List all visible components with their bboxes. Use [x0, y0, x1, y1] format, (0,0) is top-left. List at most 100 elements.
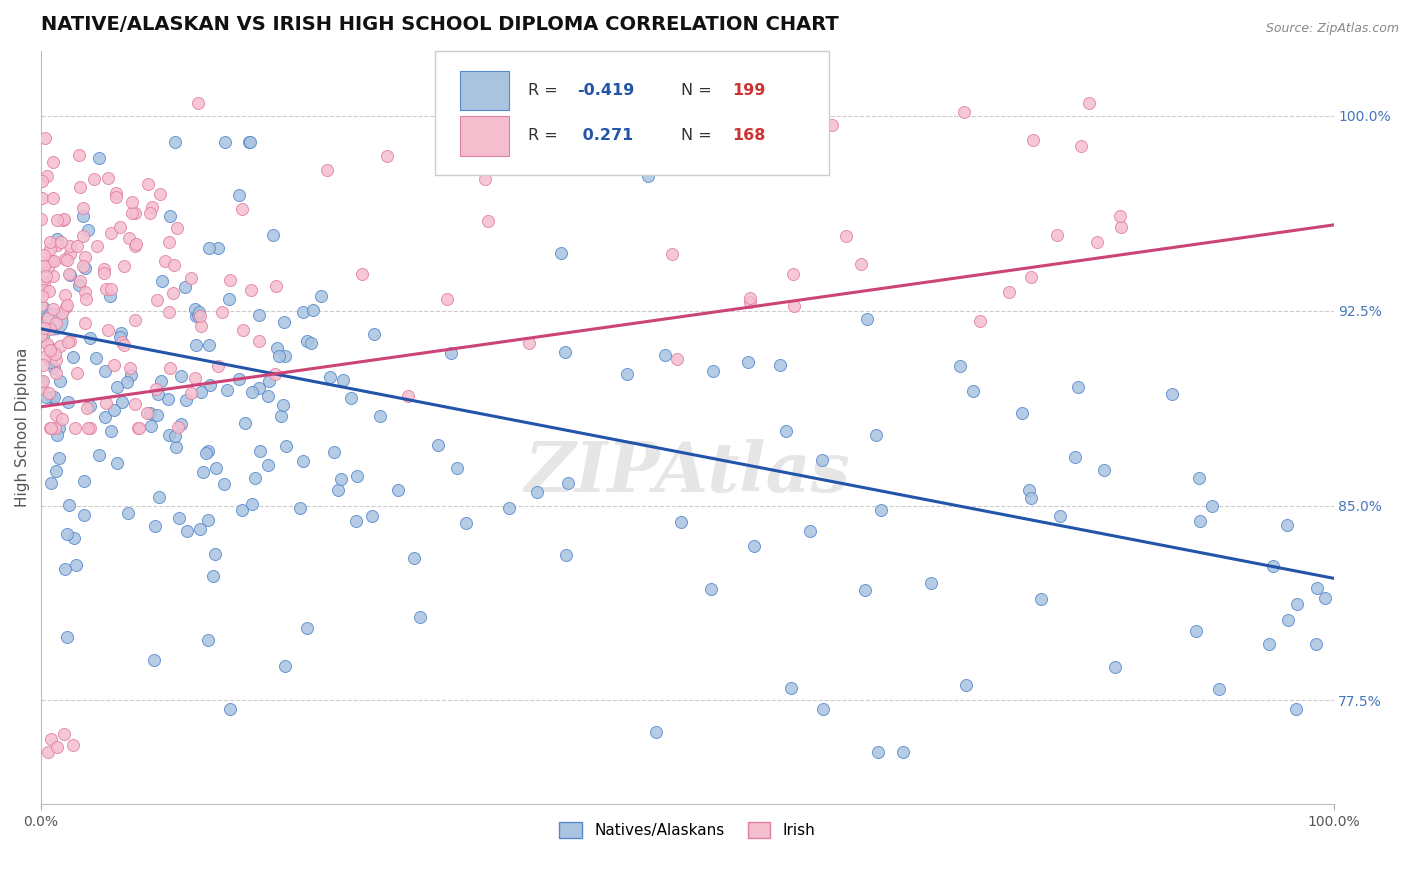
Point	[191, 465, 214, 479]
Point	[100, 226, 122, 240]
Point	[48, 420, 70, 434]
Point	[167, 510, 190, 524]
Point	[998, 285, 1021, 299]
Point	[37, 310, 59, 325]
Point	[187, 308, 209, 322]
Point	[32, 248, 55, 262]
Point	[148, 490, 170, 504]
Point	[72, 260, 94, 274]
Point	[31, 375, 53, 389]
Point	[891, 745, 914, 759]
Point	[856, 312, 879, 326]
Legend: Natives/Alaskans, Irish: Natives/Alaskans, Irish	[551, 814, 823, 846]
Point	[737, 355, 759, 369]
Point	[31, 274, 53, 288]
Point	[56, 630, 79, 644]
Point	[45, 212, 67, 227]
Point	[127, 420, 149, 434]
Text: -0.419: -0.419	[578, 83, 634, 98]
Point	[157, 235, 180, 249]
Point	[920, 576, 942, 591]
Point	[198, 377, 221, 392]
Point	[271, 398, 294, 412]
Point	[42, 361, 65, 376]
Point	[775, 425, 797, 439]
Point	[32, 277, 55, 291]
Point	[207, 359, 229, 374]
Point	[112, 259, 135, 273]
Point	[98, 289, 121, 303]
Point	[868, 745, 890, 759]
Point	[39, 254, 62, 268]
Point	[652, 147, 675, 161]
Point	[59, 268, 82, 282]
Point	[474, 171, 496, 186]
Point	[53, 562, 76, 576]
Point	[79, 331, 101, 345]
Point	[1306, 581, 1329, 595]
Point	[34, 130, 56, 145]
Point	[37, 260, 59, 275]
Point	[1108, 210, 1130, 224]
Point	[163, 429, 186, 443]
Point	[128, 420, 150, 434]
Point	[186, 338, 208, 352]
Point	[84, 351, 107, 365]
Point	[75, 260, 97, 275]
Point	[637, 169, 659, 183]
Point	[31, 191, 53, 205]
Point	[30, 327, 52, 342]
Point	[73, 285, 96, 300]
Text: N =: N =	[681, 83, 717, 98]
Point	[295, 621, 318, 635]
Point	[402, 550, 425, 565]
Point	[853, 583, 876, 598]
Point	[38, 420, 60, 434]
Point	[219, 273, 242, 287]
Point	[124, 397, 146, 411]
Point	[121, 206, 143, 220]
Point	[197, 241, 219, 255]
Point	[42, 155, 65, 169]
Point	[188, 522, 211, 536]
Text: R =: R =	[529, 83, 564, 98]
Point	[180, 386, 202, 401]
Point	[42, 314, 65, 328]
Point	[111, 335, 134, 350]
Point	[53, 252, 76, 266]
Point	[811, 453, 834, 467]
Point	[62, 350, 84, 364]
Point	[141, 419, 163, 434]
Point	[39, 235, 62, 250]
Point	[408, 610, 430, 624]
Point	[83, 171, 105, 186]
Text: 199: 199	[733, 83, 766, 98]
Point	[30, 211, 52, 226]
Point	[204, 547, 226, 561]
Point	[73, 474, 96, 488]
FancyBboxPatch shape	[460, 116, 509, 155]
Point	[1011, 406, 1033, 420]
Point	[103, 403, 125, 417]
Point	[44, 390, 66, 404]
Point	[396, 389, 419, 403]
Point	[953, 105, 976, 120]
Point	[550, 246, 572, 260]
Point	[77, 223, 100, 237]
Point	[58, 498, 80, 512]
Point	[39, 390, 62, 404]
Point	[174, 392, 197, 407]
Point	[108, 219, 131, 234]
Point	[454, 516, 477, 531]
Point	[143, 653, 166, 667]
Point	[1275, 518, 1298, 533]
Point	[53, 727, 76, 741]
Point	[149, 374, 172, 388]
Point	[263, 367, 285, 381]
Point	[375, 149, 398, 163]
Point	[139, 205, 162, 219]
Point	[332, 373, 354, 387]
Point	[257, 374, 280, 388]
Point	[1049, 509, 1071, 524]
Point	[104, 190, 127, 204]
